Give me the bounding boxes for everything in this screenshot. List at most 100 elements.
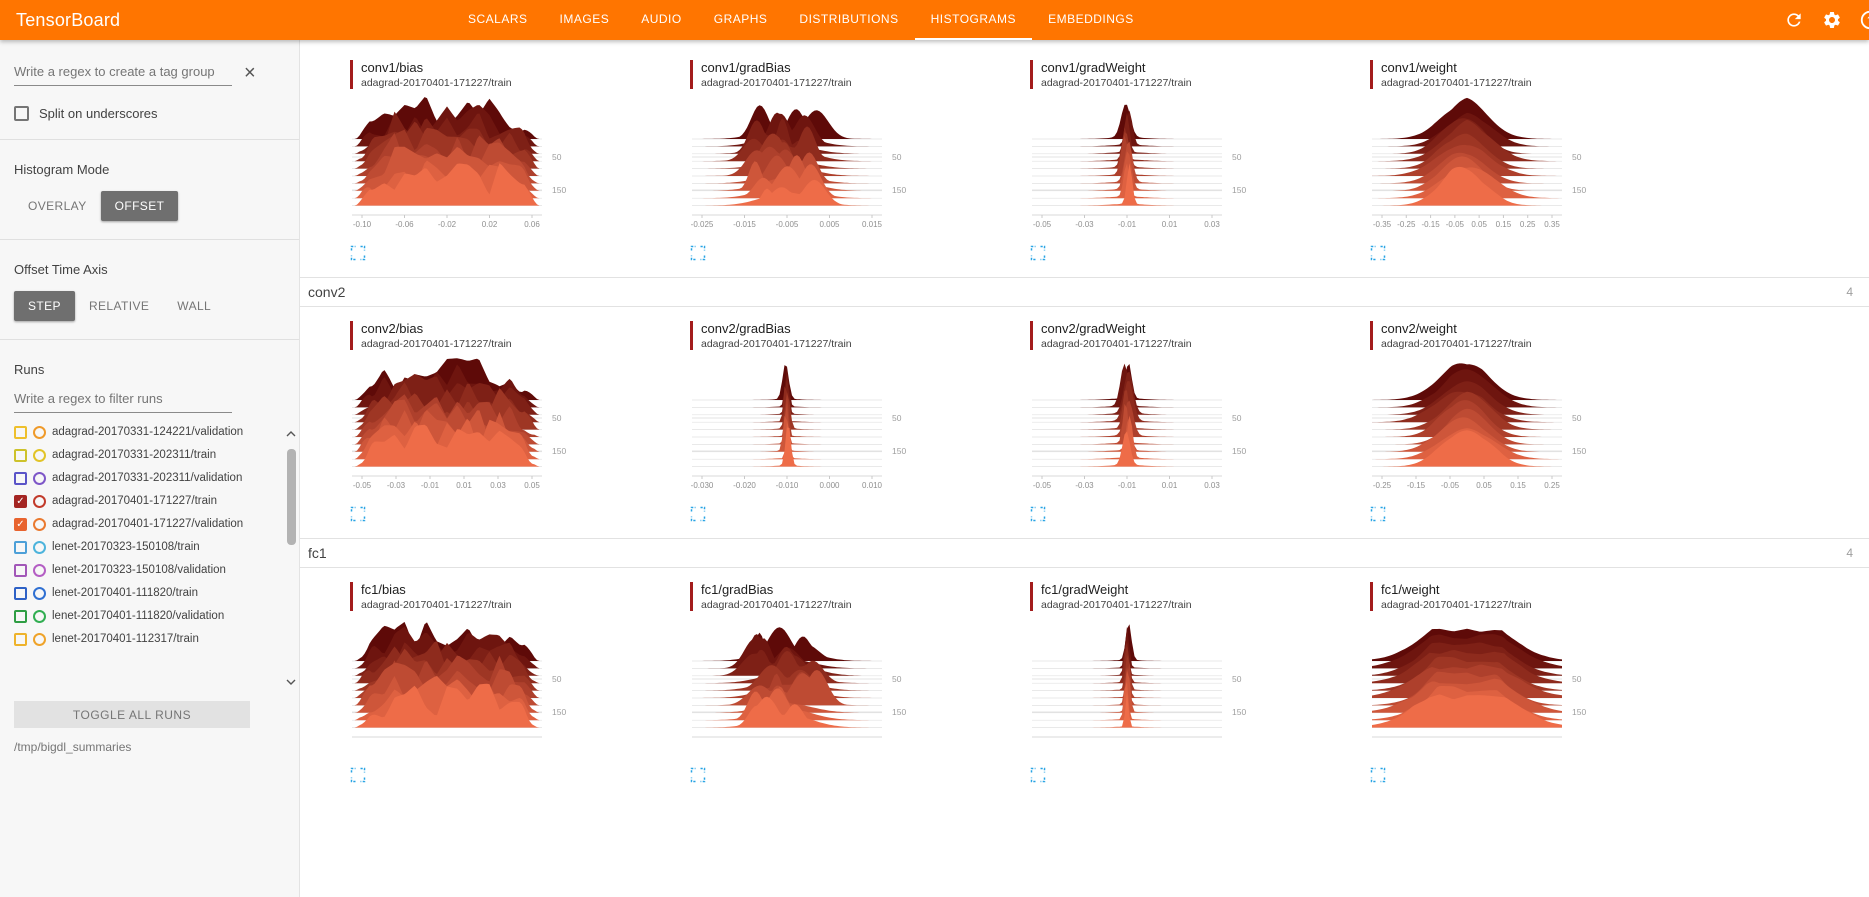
histogram-plot[interactable]: 50 150 -0.10 -0.06 -0.02 0.02 0.06 [350,93,582,243]
run-row[interactable]: ✓ adagrad-20170401-171227/validation [14,513,280,536]
checkbox-icon[interactable] [14,106,29,121]
x-tick-label: -0.05 [1033,220,1052,229]
scroll-down-icon[interactable] [285,675,297,685]
y-tick-label: 50 [892,674,902,684]
run-row[interactable]: adagrad-20170331-202311/validation [14,467,280,490]
x-tick-label: -0.03 [1075,220,1094,229]
tab-embeddings[interactable]: EMBEDDINGS [1048,12,1134,26]
histogram-plot[interactable]: 50 150 -0.030 -0.020 -0.010 0.000 0.010 [690,354,922,504]
run-row[interactable]: lenet-20170401-111820/validation [14,605,280,628]
clear-icon[interactable]: × [244,62,256,84]
toggle-all-runs-button[interactable]: TOGGLE ALL RUNS [14,701,250,728]
x-tick-label: -0.15 [1407,481,1426,490]
tag-filter-input[interactable] [14,60,232,86]
run-row[interactable]: lenet-20170401-112317/train [14,628,280,651]
x-tick-label: -0.020 [733,481,756,490]
tab-distributions[interactable]: DISTRIBUTIONS [799,12,899,26]
scrollbar-thumb[interactable] [287,449,296,545]
expand-icon[interactable] [1030,767,1046,783]
run-checkbox-icon[interactable] [14,541,27,554]
expand-icon[interactable] [1370,767,1386,783]
x-tick-label: -0.010 [776,481,799,490]
x-tick-label: -0.01 [421,481,440,490]
histogram-plot[interactable]: 50 150 -0.025 -0.015 -0.005 0.005 0.015 [690,93,922,243]
run-checkbox-icon[interactable]: ✓ [14,495,27,508]
tab-images[interactable]: IMAGES [559,12,610,26]
help-icon[interactable]: ? [1859,9,1869,31]
tab-audio[interactable]: AUDIO [641,12,682,26]
run-row[interactable]: lenet-20170401-111820/train [14,582,280,605]
histogram-plot[interactable]: 50 150 -0.05 -0.03 -0.01 0.01 0.03 [1030,354,1262,504]
histogram-plot[interactable]: 50 150 -0.35 -0.25 -0.15 -0.05 0.05 0.15 0.25 0.3… [1370,93,1602,243]
histogram-plot[interactable]: 50 150 -0.05 -0.03 -0.01 0.01 0.03 [1030,93,1262,243]
histogram-plot[interactable]: 50 150 [1030,615,1262,765]
card-header: conv1/weight adagrad-20170401-171227/trai… [1370,60,1690,89]
scroll-up-icon[interactable] [285,427,297,437]
runs-scrollbar[interactable] [284,423,298,689]
tab-graphs[interactable]: GRAPHS [713,12,768,26]
section-conv1: conv1/bias adagrad-20170401-171227/train 5… [300,40,1869,277]
offset-time-axis-option-step[interactable]: STEP [14,291,75,321]
run-color-circle-icon [33,633,46,646]
card-run-name: adagrad-20170401-171227/train [1041,338,1192,350]
run-checkbox-icon[interactable] [14,633,27,646]
run-row[interactable]: adagrad-20170331-124221/validation [14,421,280,444]
x-tick-label: -0.030 [691,481,714,490]
histogram-plot[interactable]: 50 150 [690,615,922,765]
offset-time-axis-label: Offset Time Axis [14,262,108,277]
expand-icon[interactable] [1030,245,1046,261]
expand-icon[interactable] [690,245,706,261]
x-tick-label: -0.03 [387,481,406,490]
y-tick-label: 150 [1232,707,1246,717]
y-tick-label: 50 [1572,152,1582,162]
run-checkbox-icon[interactable] [14,426,27,439]
tab-histograms[interactable]: HISTOGRAMS [914,0,1033,40]
section-header-fc1[interactable]: fc1 4 [300,538,1869,568]
run-row[interactable]: lenet-20170323-150108/validation [14,559,280,582]
histogram-plot[interactable]: 50 150 [350,615,582,765]
card-run-name: adagrad-20170401-171227/train [1041,599,1192,611]
offset-time-axis-group: STEP RELATIVE WALL [14,291,299,321]
y-tick-label: 50 [552,413,562,423]
run-checkbox-icon[interactable]: ✓ [14,518,27,531]
histogram-mode-option-offset[interactable]: OFFSET [100,191,179,221]
card-title: fc1/bias [361,582,406,597]
x-tick-label: -0.05 [353,481,372,490]
split-underscores-row[interactable]: Split on underscores [14,106,299,121]
expand-icon[interactable] [690,506,706,522]
run-checkbox-icon[interactable] [14,449,27,462]
expand-icon[interactable] [350,245,366,261]
y-tick-label: 150 [552,707,566,717]
histogram-plot[interactable]: 50 150 -0.05 -0.03 -0.01 0.01 0.03 0.05 [350,354,582,504]
runs-filter-input[interactable] [14,387,232,413]
histogram-plot[interactable]: 50 150 [1370,615,1602,765]
section-header-conv2[interactable]: conv2 4 [300,277,1869,307]
app-title: TensorBoard [16,9,121,30]
offset-time-axis-option-relative[interactable]: RELATIVE [75,291,163,321]
tab-scalars[interactable]: SCALARS [468,12,528,26]
runs-list-container: adagrad-20170331-124221/validation adagra… [14,421,298,691]
run-checkbox-icon[interactable] [14,472,27,485]
refresh-icon[interactable] [1783,9,1805,31]
expand-icon[interactable] [350,767,366,783]
x-tick-label: -0.015 [733,220,756,229]
x-tick-label: 0.06 [524,220,540,229]
card-title: conv1/gradBias [701,60,791,75]
card-header: conv1/gradBias adagrad-20170401-171227/tr… [690,60,1010,89]
x-tick-label: -0.15 [1421,220,1440,229]
expand-icon[interactable] [1030,506,1046,522]
run-checkbox-icon[interactable] [14,610,27,623]
settings-icon[interactable] [1821,9,1843,31]
expand-icon[interactable] [350,506,366,522]
histogram-plot[interactable]: 50 150 -0.25 -0.15 -0.05 0.05 0.15 0.25 [1370,354,1602,504]
expand-icon[interactable] [690,767,706,783]
run-checkbox-icon[interactable] [14,564,27,577]
run-row[interactable]: lenet-20170323-150108/train [14,536,280,559]
expand-icon[interactable] [1370,506,1386,522]
run-checkbox-icon[interactable] [14,587,27,600]
run-row[interactable]: adagrad-20170331-202311/train [14,444,280,467]
histogram-mode-option-overlay[interactable]: OVERLAY [14,191,101,221]
run-row[interactable]: ✓ adagrad-20170401-171227/train [14,490,280,513]
offset-time-axis-option-wall[interactable]: WALL [163,291,225,321]
expand-icon[interactable] [1370,245,1386,261]
